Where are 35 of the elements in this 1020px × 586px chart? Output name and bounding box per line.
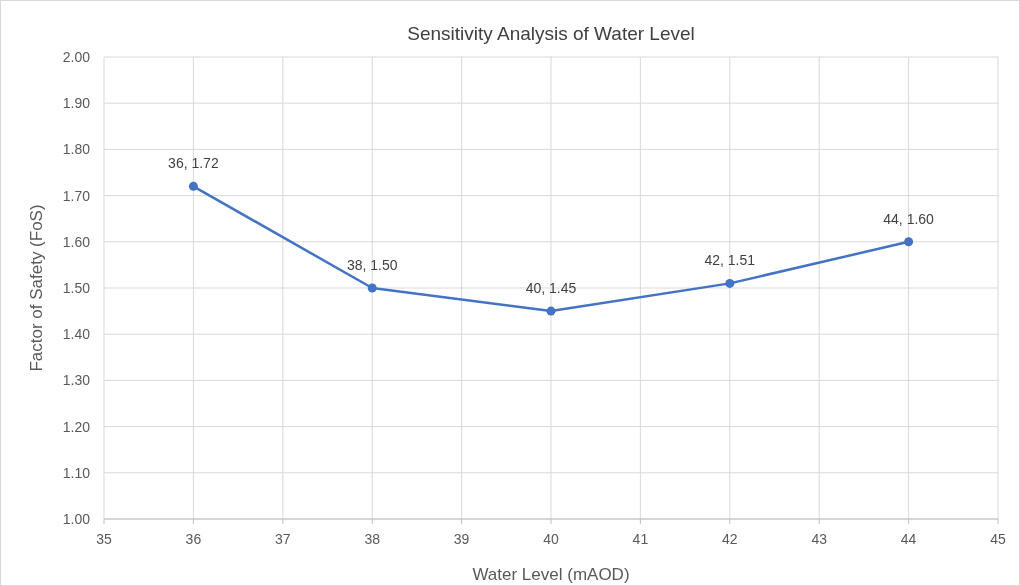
data-label: 44, 1.60 xyxy=(883,210,935,227)
x-tick-label: 41 xyxy=(632,531,649,547)
y-tick-label: 2.00 xyxy=(62,49,91,65)
data-label: 42, 1.51 xyxy=(704,252,756,269)
y-tick-label: 1.90 xyxy=(62,95,91,112)
x-tick-label: 44 xyxy=(900,531,917,547)
x-tick-label: 40 xyxy=(543,531,559,547)
chart-title: Sensitivity Analysis of Water Level xyxy=(407,23,695,44)
y-tick-label: 1.00 xyxy=(62,511,91,527)
x-tick-label: 42 xyxy=(722,531,738,547)
y-tick-label: 1.80 xyxy=(62,141,91,158)
y-tick-label: 1.30 xyxy=(62,372,91,389)
x-axis-title: Water Level (mAOD) xyxy=(472,565,630,584)
x-tick-label: 36 xyxy=(185,531,202,547)
x-tick-label: 43 xyxy=(811,531,828,547)
point xyxy=(725,278,735,288)
point xyxy=(188,181,198,191)
y-tick-label: 1.60 xyxy=(62,233,91,250)
x-tick-label: 35 xyxy=(96,531,112,547)
x-tick-label: 45 xyxy=(990,531,1006,547)
point xyxy=(367,283,377,293)
y-tick-label: 1.10 xyxy=(62,464,91,481)
data-label: 36, 1.72 xyxy=(168,155,219,172)
y-tick-label: 1.40 xyxy=(62,326,91,343)
x-tick-label: 38 xyxy=(364,531,381,547)
x-tick-label: 39 xyxy=(453,531,470,547)
y-tick-label: 1.20 xyxy=(62,418,91,435)
y-tick-label: 1.50 xyxy=(62,280,91,296)
data-label: 38, 1.50 xyxy=(346,257,398,273)
point xyxy=(904,237,914,247)
y-axis-title: Factor of Safety (FoS) xyxy=(27,204,46,372)
y-tick-label: 1.70 xyxy=(62,187,91,204)
point xyxy=(546,306,556,316)
data-label: 40, 1.45 xyxy=(525,280,577,297)
x-tick-label: 37 xyxy=(275,531,291,547)
